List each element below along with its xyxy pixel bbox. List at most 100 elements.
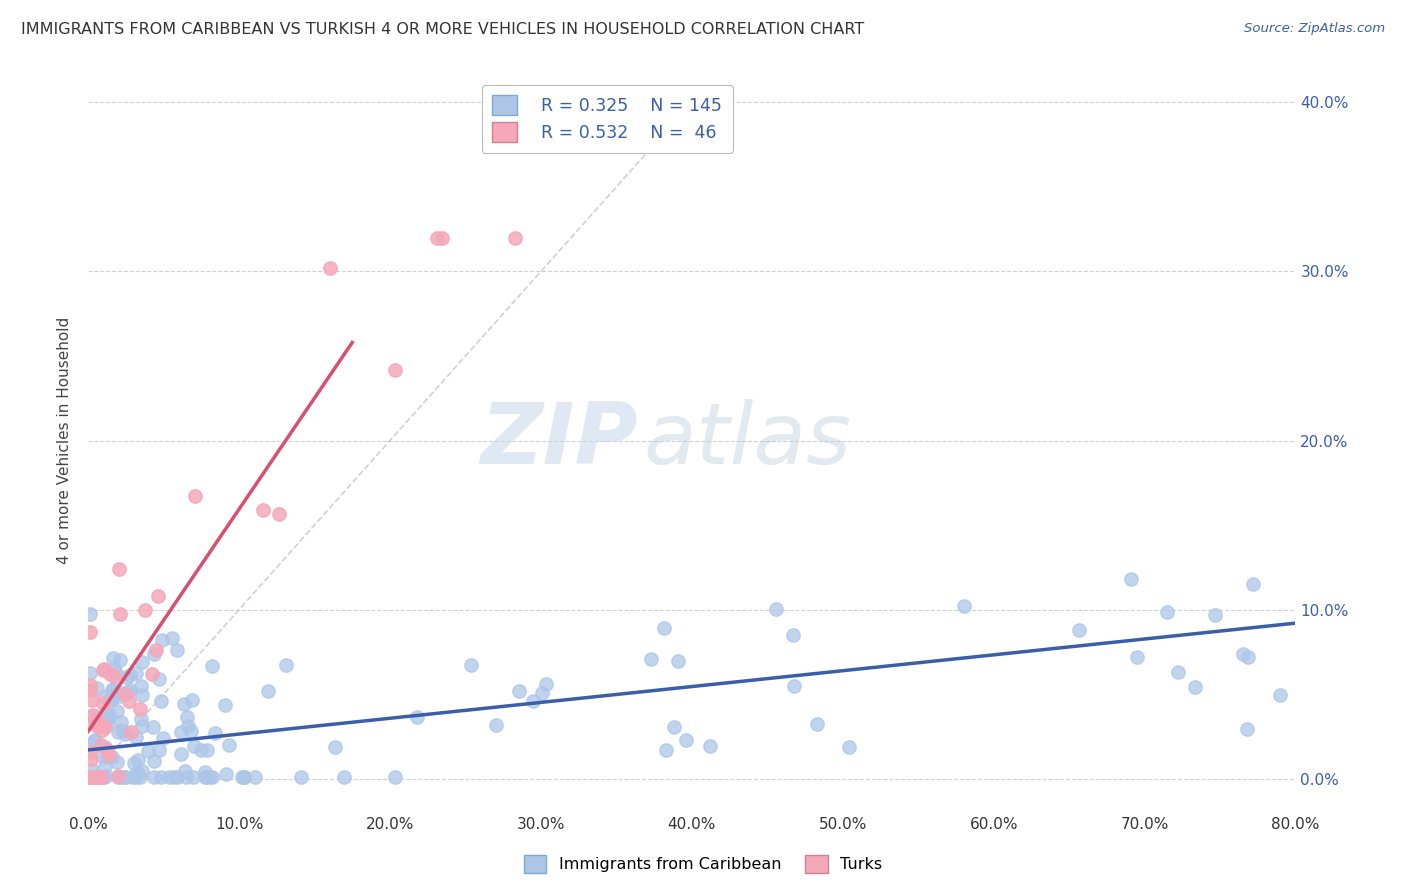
Point	[232, 770, 254, 784]
Point	[105, 705, 128, 719]
Point	[806, 717, 828, 731]
Point	[194, 770, 217, 784]
Point	[1236, 723, 1258, 737]
Point	[195, 743, 218, 757]
Point	[530, 686, 553, 700]
Point	[110, 715, 132, 730]
Point	[183, 739, 205, 753]
Point	[105, 666, 128, 681]
Point	[1204, 607, 1226, 622]
Point	[86, 770, 108, 784]
Point	[166, 643, 188, 657]
Point	[129, 680, 152, 694]
Point	[80, 770, 103, 784]
Point	[218, 738, 240, 752]
Point	[107, 770, 129, 784]
Point	[107, 562, 129, 576]
Point	[79, 682, 101, 697]
Point	[131, 655, 153, 669]
Point	[190, 743, 212, 757]
Point	[170, 724, 193, 739]
Text: Source: ZipAtlas.com: Source: ZipAtlas.com	[1244, 22, 1385, 36]
Point	[204, 726, 226, 740]
Point	[83, 733, 105, 747]
Point	[101, 650, 124, 665]
Point	[176, 710, 198, 724]
Point	[129, 712, 152, 726]
Point	[90, 738, 112, 752]
Point	[96, 749, 118, 764]
Point	[201, 658, 224, 673]
Point	[170, 747, 193, 761]
Point	[131, 764, 153, 778]
Point	[640, 652, 662, 666]
Point	[101, 750, 124, 764]
Point	[142, 720, 165, 734]
Point	[94, 739, 117, 754]
Point	[160, 631, 183, 645]
Point	[79, 770, 101, 784]
Point	[82, 770, 104, 784]
Point	[460, 658, 482, 673]
Point	[83, 732, 105, 747]
Point	[83, 770, 105, 784]
Point	[782, 679, 804, 693]
Point	[201, 770, 224, 784]
Point	[267, 507, 290, 521]
Point	[180, 724, 202, 739]
Point	[143, 770, 166, 784]
Point	[200, 770, 222, 784]
Point	[485, 717, 508, 731]
Point	[96, 708, 118, 723]
Point	[122, 770, 145, 784]
Point	[952, 599, 974, 613]
Point	[122, 756, 145, 771]
Point	[79, 770, 101, 784]
Point	[233, 770, 256, 784]
Point	[150, 632, 173, 647]
Point	[82, 707, 104, 722]
Point	[93, 770, 115, 784]
Point	[145, 643, 167, 657]
Point	[107, 725, 129, 739]
Point	[652, 621, 675, 635]
Point	[1067, 623, 1090, 637]
Legend:   R = 0.325    N = 145,   R = 0.532    N =  46: R = 0.325 N = 145, R = 0.532 N = 46	[482, 85, 733, 153]
Point	[214, 698, 236, 712]
Point	[107, 685, 129, 699]
Point	[98, 707, 121, 722]
Point	[125, 764, 148, 779]
Text: IMMIGRANTS FROM CARIBBEAN VS TURKISH 4 OR MORE VEHICLES IN HOUSEHOLD CORRELATION: IMMIGRANTS FROM CARIBBEAN VS TURKISH 4 O…	[21, 22, 865, 37]
Point	[125, 730, 148, 744]
Point	[94, 759, 117, 773]
Point	[184, 489, 207, 503]
Point	[83, 770, 105, 784]
Point	[699, 739, 721, 753]
Point	[108, 653, 131, 667]
Point	[128, 702, 150, 716]
Point	[1119, 573, 1142, 587]
Point	[120, 668, 142, 682]
Point	[143, 754, 166, 768]
Point	[290, 770, 312, 784]
Point	[146, 589, 169, 603]
Point	[194, 765, 217, 780]
Point	[93, 690, 115, 704]
Point	[97, 714, 120, 729]
Y-axis label: 4 or more Vehicles in Household: 4 or more Vehicles in Household	[58, 317, 72, 564]
Point	[80, 763, 103, 777]
Point	[174, 764, 197, 778]
Point	[86, 711, 108, 725]
Point	[117, 685, 139, 699]
Point	[1126, 649, 1149, 664]
Point	[89, 770, 111, 784]
Text: atlas: atlas	[644, 399, 852, 482]
Point	[163, 770, 186, 784]
Point	[675, 732, 697, 747]
Point	[1156, 605, 1178, 619]
Point	[157, 770, 180, 784]
Point	[152, 731, 174, 745]
Point	[148, 743, 170, 757]
Point	[276, 658, 298, 673]
Point	[166, 770, 188, 784]
